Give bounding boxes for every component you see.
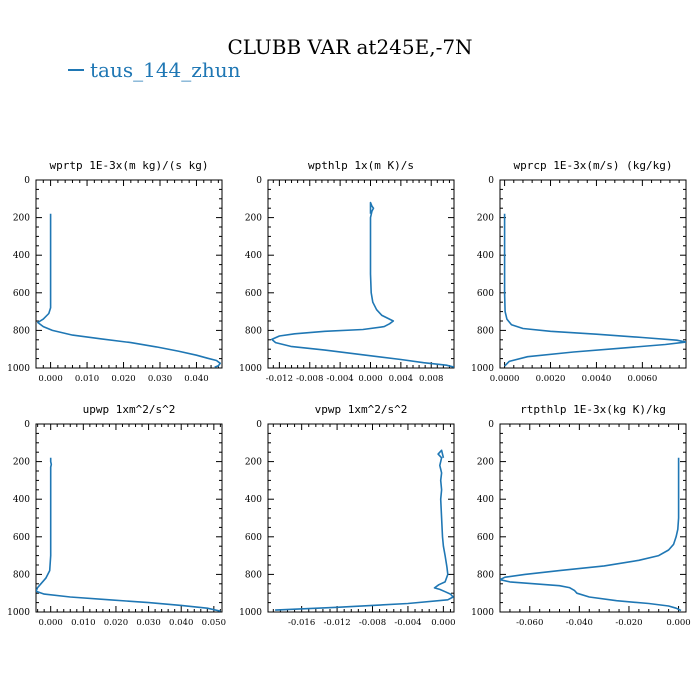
- panel-3: wprcp 1E-3x(m/s) (kg/kg) 0 200 400 600 800 100…: [471, 159, 687, 384]
- y-tick-label: 800: [13, 326, 30, 336]
- y-tick-label: 1000: [7, 364, 30, 374]
- x-tick-label: -0.060: [516, 618, 543, 628]
- series-line: [271, 201, 454, 368]
- y-tick-label: 1000: [239, 364, 262, 374]
- y-tick-label: 800: [477, 326, 494, 336]
- x-tick-label: 0.020: [111, 374, 135, 384]
- x-tick-label: -0.012: [266, 374, 293, 384]
- x-tick-label: 0.0000: [490, 374, 520, 384]
- y-tick-label: 200: [477, 458, 494, 468]
- y-tick-label: 400: [245, 251, 262, 261]
- x-tick-label: -0.008: [359, 618, 386, 628]
- panel-2: wpthlp 1x(m K)/s02004006008001000-0.012-…: [239, 159, 455, 384]
- series-line: [275, 449, 454, 611]
- y-tick-label: 400: [477, 251, 494, 261]
- series-line: [500, 457, 682, 612]
- y-tick-label: 200: [13, 458, 30, 468]
- y-tick-label: 800: [477, 570, 494, 580]
- x-tick-label: 0.010: [75, 374, 99, 384]
- y-tick-label: 1000: [7, 608, 30, 618]
- y-tick-label: 600: [245, 289, 262, 299]
- x-tick-label: 0.0040: [582, 374, 612, 384]
- panel-6: rtpthlp 1E-3x(kg K)/kg 0 200 400 600 800 1000 -…: [471, 403, 691, 628]
- y-tick-label: 600: [13, 289, 30, 299]
- plot-frame: [35, 179, 223, 369]
- x-tick-label: 0.000: [431, 618, 455, 628]
- plot-frame: [267, 179, 455, 369]
- x-tick-label: -0.004: [327, 374, 354, 384]
- x-tick-label: 0.0060: [627, 374, 657, 384]
- figure-title: CLUBB VAR at245E,-7N: [227, 35, 472, 59]
- plot-frame: [267, 423, 455, 613]
- y-tick-label: 800: [13, 570, 30, 580]
- x-tick-label: 0.010: [71, 618, 95, 628]
- x-tick-label: 0.004: [389, 374, 413, 384]
- series-line: [37, 213, 221, 368]
- y-tick-label: 400: [477, 495, 494, 505]
- x-tick-label: 0.030: [136, 618, 160, 628]
- y-tick-label: 400: [13, 251, 30, 261]
- plot-frame: [35, 423, 223, 613]
- x-tick-label: 0.020: [104, 618, 128, 628]
- panel-title: upwp 1xm^2/s^2: [83, 403, 176, 416]
- series-line: [503, 213, 686, 367]
- panel-title: wprcp 1E-3x(m/s) (kg/kg): [514, 159, 673, 172]
- y-tick-label: 0: [488, 420, 494, 430]
- y-tick-label: 600: [245, 533, 262, 543]
- y-tick-label: 600: [13, 533, 30, 543]
- panel-1: wprtp 1E-3x(m kg)/(s kg) 0 200 400 600 800 100…: [7, 159, 223, 384]
- y-tick-label: 200: [245, 214, 262, 224]
- y-tick-label: 0: [488, 176, 494, 186]
- panel-title: vpwp 1xm^2/s^2: [315, 403, 408, 416]
- x-tick-label: 0.040: [184, 374, 208, 384]
- x-tick-label: -0.012: [323, 618, 350, 628]
- y-tick-label: 600: [477, 533, 494, 543]
- x-tick-label: -0.020: [615, 618, 642, 628]
- y-tick-label: 400: [13, 495, 30, 505]
- y-tick-label: 1000: [471, 364, 494, 374]
- y-tick-label: 200: [13, 214, 30, 224]
- panels: wprtp 1E-3x(m kg)/(s kg) 0 200 400 600 800 100…: [7, 159, 691, 628]
- y-tick-label: 200: [245, 458, 262, 468]
- panel-title: rtpthlp 1E-3x(kg K)/kg: [520, 403, 666, 416]
- y-tick-label: 600: [477, 289, 494, 299]
- legend: taus_144_zhun: [68, 58, 241, 82]
- y-tick-label: 800: [245, 570, 262, 580]
- x-tick-label: -0.040: [566, 618, 593, 628]
- y-tick-label: 1000: [471, 608, 494, 618]
- x-tick-label: 0.008: [419, 374, 443, 384]
- x-tick-label: 0.000: [38, 374, 62, 384]
- panel-title: wpthlp 1x(m K)/s: [308, 159, 414, 172]
- y-tick-label: 0: [24, 176, 30, 186]
- x-tick-label: 0.000: [358, 374, 382, 384]
- y-tick-label: 0: [256, 176, 262, 186]
- y-tick-label: 200: [477, 214, 494, 224]
- x-tick-label: -0.004: [394, 618, 421, 628]
- panel-title: wprtp 1E-3x(m kg)/(s kg): [50, 159, 209, 172]
- y-tick-label: 400: [245, 495, 262, 505]
- x-tick-label: 0.000: [666, 618, 690, 628]
- x-tick-label: 0.050: [202, 618, 226, 628]
- x-tick-label: 0.000: [39, 618, 63, 628]
- plot-frame: [499, 179, 687, 369]
- x-tick-label: 0.040: [169, 618, 193, 628]
- y-tick-label: 0: [24, 420, 30, 430]
- x-tick-label: -0.008: [296, 374, 323, 384]
- x-tick-label: -0.016: [288, 618, 315, 628]
- x-tick-label: 0.030: [148, 374, 172, 384]
- panel-4: upwp 1xm^2/s^2 0 200 400 600 800 1000 0.000 0.01…: [7, 403, 226, 628]
- y-tick-label: 800: [245, 326, 262, 336]
- series-line: [36, 457, 221, 612]
- x-tick-label: 0.0020: [536, 374, 566, 384]
- legend-label: taus_144_zhun: [90, 58, 241, 82]
- y-tick-label: 1000: [239, 608, 262, 618]
- y-tick-label: 0: [256, 420, 262, 430]
- panel-5: vpwp 1xm^2/s^2 0 200 400 600 800 1000 -0.016 -0.…: [239, 403, 455, 628]
